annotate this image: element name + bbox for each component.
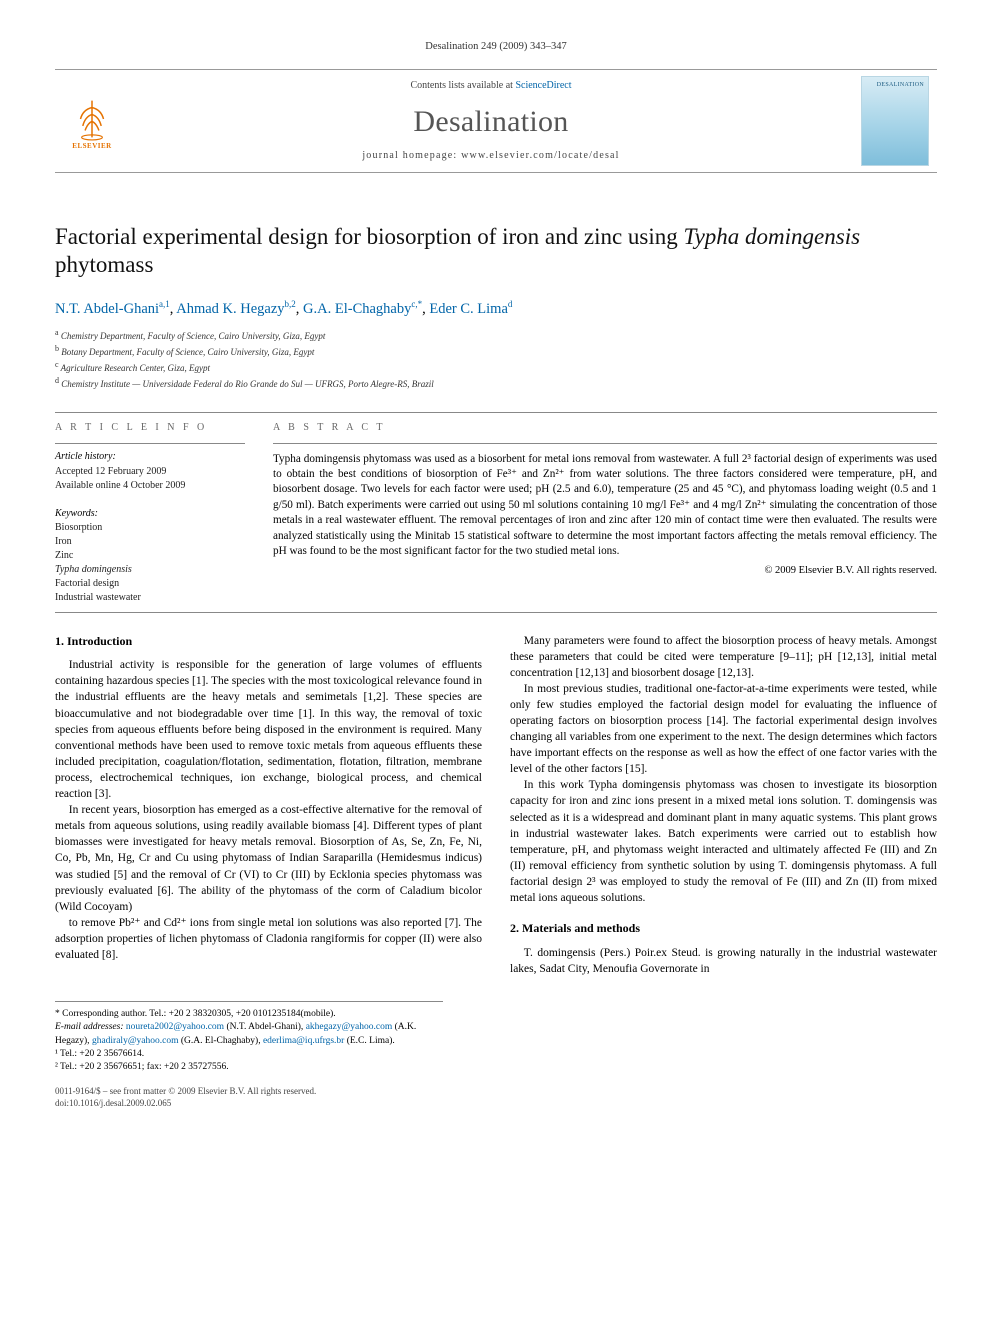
footnote-2: ² Tel.: +20 2 35676651; fax: +20 2 35727… <box>55 1061 443 1074</box>
author-link[interactable]: Eder C. Lima <box>429 301 508 317</box>
article-info: A R T I C L E I N F O Article history: A… <box>55 421 245 605</box>
keyword: Industrial wastewater <box>55 591 245 605</box>
email-label: E-mail addresses: <box>55 1022 124 1032</box>
body-paragraph: Many parameters were found to affect the… <box>510 633 937 681</box>
email-link[interactable]: ghadiraly@yahoo.com <box>92 1036 179 1046</box>
journal-name: Desalination <box>133 101 849 143</box>
running-head: Desalination 249 (2009) 343–347 <box>55 40 937 55</box>
journal-homepage: journal homepage: www.elsevier.com/locat… <box>133 149 849 163</box>
affiliation: b Botany Department, Faculty of Science,… <box>55 343 937 359</box>
title-post: phytomass <box>55 252 153 277</box>
email-link[interactable]: akhegazy@yahoo.com <box>306 1022 393 1032</box>
article-title: Factorial experimental design for biosor… <box>55 223 937 281</box>
abstract-block: A B S T R A C T Typha domingensis phytom… <box>273 421 937 605</box>
section-head: 1. Introduction <box>55 633 482 650</box>
email-link[interactable]: ederlima@iq.ufrgs.br <box>263 1036 344 1046</box>
keyword: Factorial design <box>55 577 245 591</box>
body-paragraph: In this work Typha domingensis phytomass… <box>510 777 937 906</box>
abstract-head: A B S T R A C T <box>273 421 937 435</box>
elsevier-logo: ELSEVIER <box>63 90 121 152</box>
doi-line: doi:10.1016/j.desal.2009.02.065 <box>55 1097 937 1109</box>
author-sup: c,* <box>411 299 422 309</box>
keyword: Iron <box>55 535 245 549</box>
info-row: A R T I C L E I N F O Article history: A… <box>55 421 937 605</box>
topbar-center: Contents lists available at ScienceDirec… <box>133 79 849 163</box>
rule <box>273 443 937 444</box>
contents-line: Contents lists available at ScienceDirec… <box>133 79 849 93</box>
affiliation: a Chemistry Department, Faculty of Scien… <box>55 327 937 343</box>
footnote-1: ¹ Tel.: +20 2 35676614. <box>55 1048 443 1061</box>
abstract-text: Typha domingensis phytomass was used as … <box>273 452 937 560</box>
body-paragraph: In recent years, biosorption has emerged… <box>55 802 482 915</box>
page: Desalination 249 (2009) 343–347 ELSEVIER… <box>0 0 992 1149</box>
email-list: E-mail addresses: noureta2002@yahoo.com … <box>55 1021 443 1048</box>
footnotes: * Corresponding author. Tel.: +20 2 3832… <box>55 1001 443 1074</box>
author-link[interactable]: Ahmad K. Hegazy <box>176 301 284 317</box>
article-info-head: A R T I C L E I N F O <box>55 421 245 435</box>
corresponding-note: * Corresponding author. Tel.: +20 2 3832… <box>55 1008 443 1021</box>
history-label: Article history: <box>55 450 245 464</box>
email-link[interactable]: noureta2002@yahoo.com <box>126 1022 224 1032</box>
title-italic: Typha domingensis <box>684 224 861 249</box>
history-online: Available online 4 October 2009 <box>55 479 245 493</box>
section-head: 2. Materials and methods <box>510 920 937 937</box>
author-sup: a,1 <box>159 299 170 309</box>
journal-topbar: ELSEVIER Contents lists available at Sci… <box>55 69 937 173</box>
rule <box>55 412 937 413</box>
affiliation: c Agriculture Research Center, Giza, Egy… <box>55 359 937 375</box>
history-accepted: Accepted 12 February 2009 <box>55 465 245 479</box>
sciencedirect-link[interactable]: ScienceDirect <box>515 80 571 91</box>
body-paragraph: T. domingensis (Pers.) Poir.ex Steud. is… <box>510 945 937 977</box>
affiliation: d Chemistry Institute — Universidade Fed… <box>55 375 937 391</box>
title-pre: Factorial experimental design for biosor… <box>55 224 684 249</box>
rule <box>55 443 245 444</box>
author-sup: b,2 <box>285 299 296 309</box>
page-footer: 0011-9164/$ – see front matter © 2009 El… <box>55 1085 937 1109</box>
keyword: Zinc <box>55 549 245 563</box>
footer-line: 0011-9164/$ – see front matter © 2009 El… <box>55 1085 937 1097</box>
rule <box>55 612 937 613</box>
author-link[interactable]: G.A. El-Chaghaby <box>303 301 411 317</box>
body-paragraph: Industrial activity is responsible for t… <box>55 657 482 802</box>
authors-line: N.T. Abdel-Ghania,1, Ahmad K. Hegazyb,2,… <box>55 298 937 319</box>
affiliations: a Chemistry Department, Faculty of Scien… <box>55 327 937 391</box>
keyword: Typha domingensis <box>55 563 245 577</box>
body-paragraph: to remove Pb²⁺ and Cd²⁺ ions from single… <box>55 915 482 963</box>
body-columns: 1. Introduction Industrial activity is r… <box>55 633 937 978</box>
contents-prefix: Contents lists available at <box>410 80 515 91</box>
journal-cover-thumb: DESALINATION <box>861 76 929 166</box>
keyword: Biosorption <box>55 521 245 535</box>
tree-icon <box>69 96 115 142</box>
body-paragraph: In most previous studies, traditional on… <box>510 681 937 778</box>
copyright: © 2009 Elsevier B.V. All rights reserved… <box>273 564 937 579</box>
keywords-label: Keywords: <box>55 507 245 521</box>
elsevier-label: ELSEVIER <box>72 142 111 152</box>
author-link[interactable]: N.T. Abdel-Ghani <box>55 301 159 317</box>
cover-thumb-label: DESALINATION <box>877 81 924 89</box>
author-sup: d <box>508 299 513 309</box>
